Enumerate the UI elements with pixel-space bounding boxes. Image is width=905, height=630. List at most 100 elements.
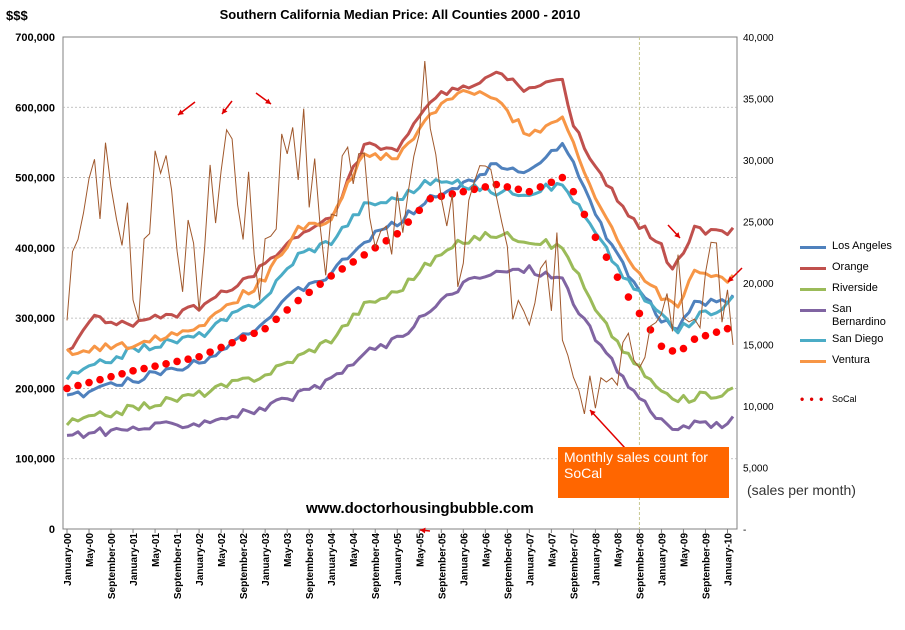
legend-label: Ventura [832,354,870,366]
legend-swatch [800,360,826,363]
x-tick-label: January-05 [393,533,404,586]
x-tick-label: January-03 [261,533,272,586]
x-tick-label: May-04 [349,533,360,567]
y2-tick-label: 35,000 [743,95,774,106]
series-socal-point [151,362,159,370]
series-socal-point [602,253,611,262]
series-socal-point [679,344,688,353]
sales-count-annotation: Monthly sales count for SoCal [558,447,729,498]
series-socal-point [349,258,358,266]
x-tick-label: January-01 [129,533,140,586]
x-tick-label: May-08 [613,533,624,567]
series-socal-point [503,183,512,191]
series-socal-point [118,369,126,378]
legend-item-orange: Orange [800,261,905,282]
x-tick-label: January-08 [591,533,602,586]
chart-title: Southern California Median Price: All Co… [219,7,581,22]
series-socal-point [250,329,258,338]
x-tick-label: September-03 [305,533,316,600]
legend-item-riverside: Riverside [800,282,905,303]
x-tick-label: January-06 [459,533,470,586]
y-tick-label: 700,000 [15,32,55,44]
y-tick-label: 400,000 [15,243,55,255]
y2-tick-label: - [743,525,746,536]
series-socal-point [85,378,93,387]
y2-tick-label: 25,000 [743,218,774,229]
series-socal-point [657,342,666,351]
series-socal-point [74,381,82,390]
x-tick-label: September-04 [371,533,382,600]
series-socal-point [613,273,622,281]
y-tick-label: 600,000 [15,102,55,114]
legend-item-socal: • • • SoCal [800,393,905,414]
x-tick-label: September-06 [503,533,514,600]
x-tick-label: January-00 [63,533,74,586]
series-socal-point [514,185,523,194]
arrow-head [178,109,184,115]
series-socal-point [338,265,347,273]
series-socal-point [140,364,148,373]
series-socal-point [96,375,104,384]
arrow-head [222,108,228,114]
x-tick-label: January-10 [723,533,734,586]
y2-tick-label: 40,000 [743,33,774,44]
arrow-head [590,410,596,416]
series-socal-point [547,178,556,187]
x-tick-label: September-02 [239,533,250,600]
series-socal-point [536,183,545,191]
y-tick-label: 200,000 [15,383,55,395]
x-tick-label: January-02 [195,533,206,586]
series-socal-point [305,288,313,297]
series-socal-point [580,210,589,219]
series-ventura [65,88,735,357]
series-socal-point [63,384,71,393]
series-socal-point [173,357,181,366]
series-san-diego [65,178,735,381]
arrow-head [265,98,271,104]
series-socal-point [404,218,413,226]
series-socal-point [701,331,710,340]
series-socal-point [283,306,291,314]
series-socal-point [481,183,490,191]
legend-swatch [800,309,826,312]
legend-swatch [800,339,826,342]
y2-tick-label: 10,000 [743,402,774,413]
series-socal-point [162,360,170,368]
x-tick-label: September-08 [635,533,646,600]
series-monthly-sales-count-for-socal [66,60,734,415]
series-socal-point [327,272,335,280]
site-watermark: www.doctorhousingbubble.com [306,500,534,517]
series-socal-point [426,194,435,203]
legend-item-los-angeles: Los Angeles [800,240,905,261]
series-socal-point [646,326,655,334]
series-socal-point [393,230,402,238]
series-socal-point [206,348,214,356]
y2-tick-label: 30,000 [743,156,774,167]
series-orange [66,70,735,353]
x-tick-label: May-02 [217,533,228,567]
series-socal-point [129,367,137,375]
legend-dots: • • • [800,392,825,406]
arrow-head [420,527,426,534]
x-tick-label: January-04 [327,533,338,586]
legend-label: SoCal [832,394,857,404]
series-socal-point [723,324,732,333]
legend-label: Los Angeles [832,240,892,252]
y2-tick-label: 5,000 [743,464,768,475]
y-tick-label: 100,000 [15,454,55,466]
x-tick-label: May-01 [151,533,162,567]
legend-label: Orange [832,261,869,273]
legend-item-san-bernardino: San Bernardino [800,303,905,333]
series-socal-point [459,187,468,196]
x-tick-label: September-01 [173,533,184,600]
x-tick-label: May-00 [85,533,96,567]
series-socal-point [525,187,534,196]
x-tick-label: May-09 [679,533,690,567]
y2-tick-label: 15,000 [743,341,774,352]
arrow-head [728,276,734,282]
y-tick-label: 0 [49,524,55,536]
series-san-bernardino [66,264,735,439]
series-los-angeles [66,142,735,399]
secondary-axis-unit-label: (sales per month) [747,482,856,498]
